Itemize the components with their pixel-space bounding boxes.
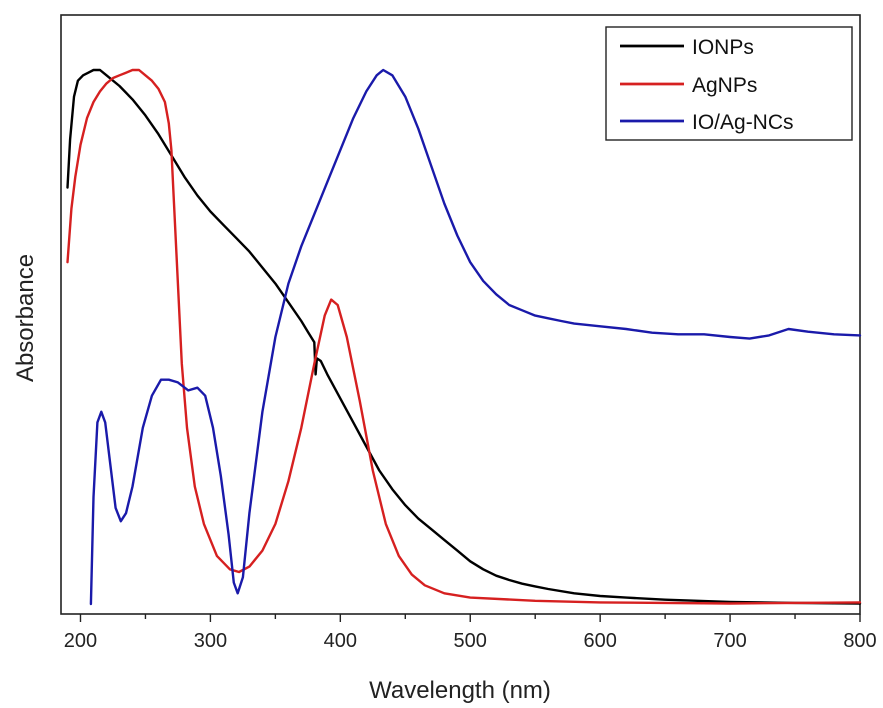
x-tick-label-800: 800 (843, 630, 876, 652)
x-axis-title: Wavelength (nm) (369, 677, 551, 704)
legend-label-agnps: AgNPs (692, 74, 757, 97)
x-tick-label-400: 400 (324, 630, 357, 652)
plot-frame (60, 14, 861, 615)
x-axis-ticks: 200 300 400 500 600 700 800 (64, 614, 877, 652)
series-line-ionps (66, 68, 862, 605)
legend-label-io-ag-ncs: IO/Ag-NCs (692, 111, 794, 134)
x-tick-label-200: 200 (64, 630, 97, 652)
y-axis-title: Absorbance (12, 254, 39, 382)
series-layer (66, 68, 862, 606)
x-tick-label-300: 300 (194, 630, 227, 652)
legend: IONPs AgNPs IO/Ag-NCs (605, 26, 853, 141)
x-tick-label-700: 700 (713, 630, 746, 652)
legend-label-ionps: IONPs (692, 36, 754, 59)
series-line-agnps (66, 68, 862, 605)
x-tick-label-600: 600 (583, 630, 616, 652)
series-line-io-ag-ncs (89, 68, 862, 606)
x-tick-label-500: 500 (454, 630, 487, 652)
